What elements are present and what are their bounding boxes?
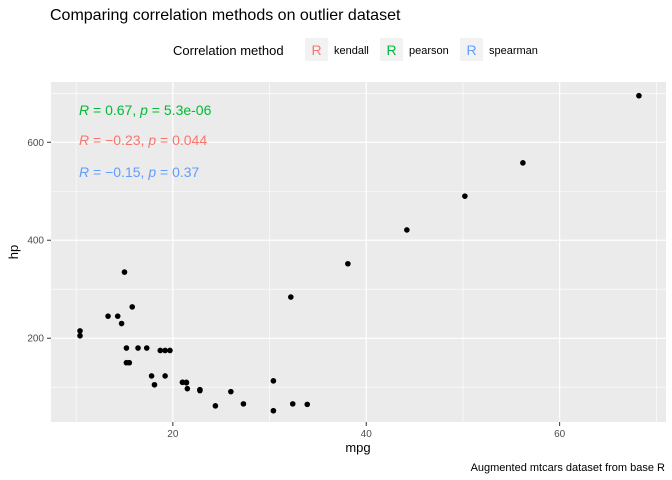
spearman-p-symbol: p xyxy=(147,164,156,180)
legend-entry-spearman: R spearman xyxy=(460,38,538,61)
data-point xyxy=(148,373,155,379)
chart-caption: Augmented mtcars dataset from base R xyxy=(471,462,665,474)
data-point xyxy=(404,227,410,233)
spearman-eq-1: = xyxy=(89,164,105,180)
data-point xyxy=(105,313,111,319)
data-point xyxy=(462,193,468,199)
data-point xyxy=(184,385,191,392)
spearman-eq-2: = xyxy=(156,164,172,180)
data-point xyxy=(162,373,168,379)
legend-key-glyph-pearson: R xyxy=(386,42,396,58)
kendall-p-symbol: p xyxy=(147,132,156,148)
legend-key-spearman xyxy=(460,38,483,61)
kendall-annotation: R = −0.23, p = 0.044 xyxy=(79,132,207,148)
x-axis-label: mpg xyxy=(345,440,370,455)
data-point xyxy=(143,345,150,351)
data-point xyxy=(183,380,190,386)
kendall-eq-2: = xyxy=(156,132,172,148)
x-tick-label: 40 xyxy=(361,429,373,440)
data-point xyxy=(123,345,130,351)
data-point xyxy=(345,260,351,267)
data-points xyxy=(77,92,642,414)
pearson-sep: , xyxy=(132,102,140,118)
legend-label-spearman: spearman xyxy=(489,45,538,57)
spearman-p-value: 0.37 xyxy=(172,164,199,180)
data-point xyxy=(167,347,173,354)
pearson-r-symbol: R xyxy=(79,102,89,118)
kendall-sep: , xyxy=(141,132,149,148)
pearson-eq-2: = xyxy=(148,102,164,118)
legend-key-glyph-kendall: R xyxy=(311,42,321,58)
pearson-annotation: R = 0.67, p = 5.3e-06 xyxy=(79,102,212,118)
kendall-eq-1: = xyxy=(89,132,105,148)
legend-label-pearson: pearson xyxy=(409,45,449,57)
legend-title: Correlation method xyxy=(173,43,284,58)
data-point xyxy=(123,359,130,366)
legend-label-kendall: kendall xyxy=(334,45,369,57)
spearman-r-symbol: R xyxy=(79,164,89,180)
data-point xyxy=(288,294,294,300)
data-point xyxy=(114,313,121,319)
plot-panel xyxy=(51,82,666,422)
legend-entry-pearson: R pearson xyxy=(380,38,449,61)
pearson-p-value: 5.3e-06 xyxy=(164,102,212,118)
data-point xyxy=(197,386,203,393)
chart-title: Comparing correlation methods on outlier… xyxy=(50,7,401,24)
data-point xyxy=(162,347,168,354)
data-point xyxy=(118,320,125,327)
x-tick-label: 60 xyxy=(554,429,566,440)
data-point xyxy=(270,407,277,414)
kendall-r-symbol: R xyxy=(79,132,89,148)
data-point xyxy=(151,381,158,388)
spearman-r-value: −0.15 xyxy=(105,164,141,180)
x-tick-label: 20 xyxy=(167,429,179,440)
data-point xyxy=(77,332,83,339)
data-point xyxy=(240,401,247,407)
y-tick-label: 200 xyxy=(27,334,44,345)
pearson-p-symbol: p xyxy=(139,102,148,118)
spearman-sep: , xyxy=(141,164,149,180)
data-point xyxy=(228,388,234,395)
kendall-p-value: 0.044 xyxy=(172,132,207,148)
axis-ticks: 20 40 60 200 400 600 xyxy=(27,138,565,440)
y-tick-label: 400 xyxy=(27,236,44,247)
y-axis-label: hp xyxy=(6,245,21,259)
data-point xyxy=(212,403,219,409)
data-point xyxy=(289,401,296,407)
legend-key-glyph-spearman: R xyxy=(466,42,476,58)
legend: Correlation method R kendall R pearson R… xyxy=(173,38,538,61)
correlation-annotations: R = 0.67, p = 5.3e-06 R = −0.23, p = 0.0… xyxy=(79,102,212,180)
data-point xyxy=(77,328,83,334)
grid-lines xyxy=(51,82,666,422)
kendall-r-value: −0.23 xyxy=(105,132,141,148)
legend-key-pearson xyxy=(380,38,403,61)
data-point xyxy=(129,304,136,310)
data-point xyxy=(636,92,642,99)
pearson-r-value: 0.67 xyxy=(105,102,132,118)
data-point xyxy=(270,378,277,384)
spearman-annotation: R = −0.15, p = 0.37 xyxy=(79,164,200,180)
data-point xyxy=(157,347,164,354)
legend-entry-kendall: R kendall xyxy=(305,38,369,61)
data-point xyxy=(520,160,526,166)
data-point xyxy=(135,345,141,351)
data-point xyxy=(304,401,311,408)
legend-key-kendall xyxy=(305,38,328,61)
data-point xyxy=(121,269,128,275)
y-tick-label: 600 xyxy=(27,138,44,149)
pearson-eq-1: = xyxy=(89,102,105,118)
